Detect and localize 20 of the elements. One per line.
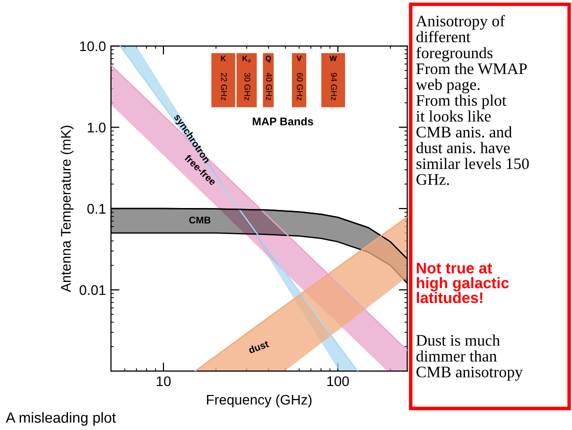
- text: dust: [248, 340, 270, 354]
- y-tick-label: 1.0: [88, 122, 106, 132]
- series-label: CMB: [189, 216, 210, 224]
- text: A misleading plot: [6, 412, 116, 426]
- annotation: 30 GHz: [244, 72, 250, 100]
- annotation: MAP Bands: [252, 117, 314, 126]
- y-axis-title: Antenna Temperature (mK): [60, 126, 74, 292]
- y-tick-label: 0.01: [80, 285, 106, 295]
- text: Dust is much dimmer than CMB anisotropy: [416, 334, 523, 381]
- y-tick-label: 10.0: [80, 41, 106, 52]
- annotation: 60 GHz: [296, 72, 303, 100]
- y-tick-label: 0.1: [87, 204, 106, 214]
- text: Not true at high galactic latitudes!: [416, 262, 509, 304]
- text: Anisotropy of different foregrounds From the WMAP web page. From this plot it looks like CMB anis. and dust anis. have similar levels 150 GHz.: [416, 15, 529, 185]
- x-tick-label: 10: [156, 376, 171, 386]
- annotation: 22 GHz: [221, 72, 227, 100]
- annotation: 94 GHz: [330, 72, 337, 100]
- x-tick-label: 100: [327, 376, 349, 386]
- x-axis-title: Frequency (GHz): [207, 394, 312, 408]
- annotation: 40 GHz: [266, 72, 272, 100]
